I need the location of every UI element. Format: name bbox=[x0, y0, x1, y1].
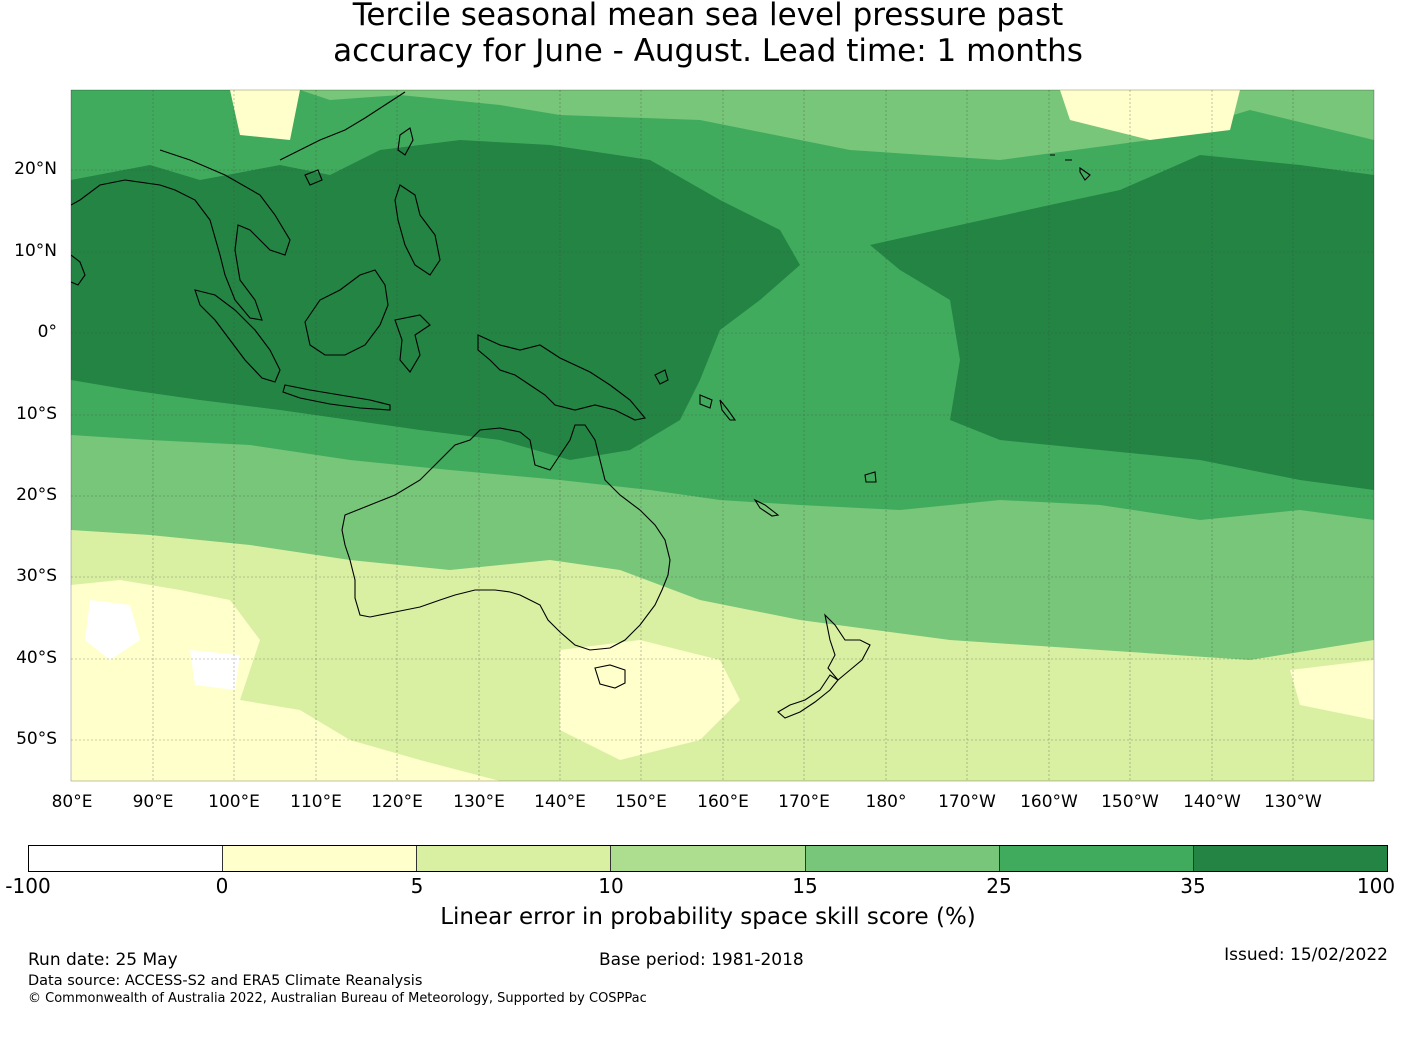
lat-label-10s: 10°S bbox=[16, 404, 57, 424]
band-negative-south bbox=[85, 600, 140, 660]
chart-title-line2: accuracy for June - August. Lead time: 1… bbox=[333, 33, 1083, 69]
lon-label-150e: 150°E bbox=[615, 792, 667, 812]
colorbar-tick-neg100: -100 bbox=[5, 874, 51, 898]
colorbar-tick-0: 0 bbox=[215, 874, 229, 898]
coastline-tasmania bbox=[594, 664, 626, 689]
colorbar-tick-5: 5 bbox=[410, 874, 424, 898]
lat-label-30s: 30°S bbox=[16, 566, 57, 586]
coastline-hawaii bbox=[1050, 154, 1091, 181]
band-35-100-east bbox=[870, 155, 1374, 490]
band-negative-south2 bbox=[190, 650, 240, 690]
coastline-philippines bbox=[394, 184, 441, 276]
coastline-sumatra bbox=[194, 289, 281, 383]
lon-label-110e: 110°E bbox=[290, 792, 342, 812]
coastline-sulawesi bbox=[394, 314, 431, 373]
coastline-new-zealand-north bbox=[824, 613, 871, 681]
colorbar-tick-35: 35 bbox=[1180, 874, 1206, 898]
lon-label-140e: 140°E bbox=[534, 792, 586, 812]
coastline-new-zealand-south bbox=[777, 674, 839, 719]
lon-label-170w: 170°W bbox=[938, 792, 996, 812]
coastline-china bbox=[279, 91, 406, 161]
lat-label-40s: 40°S bbox=[16, 648, 57, 668]
lon-label-90e: 90°E bbox=[132, 792, 174, 812]
gridlines bbox=[71, 90, 1374, 781]
lon-label-80e: 80°E bbox=[51, 792, 93, 812]
skill-score-map bbox=[70, 89, 1375, 782]
coastline-borneo bbox=[304, 269, 389, 356]
colorbar-segment-0-5 bbox=[223, 846, 418, 871]
coastline-australia bbox=[341, 424, 671, 651]
lon-label-130w: 130°W bbox=[1264, 792, 1322, 812]
band-0-5-northeast bbox=[1060, 90, 1240, 140]
coastline-taiwan bbox=[397, 127, 414, 156]
band-35-100-west bbox=[71, 140, 800, 460]
colorbar-label: Linear error in probability space skill … bbox=[440, 904, 976, 930]
colorbar bbox=[28, 845, 1388, 872]
band-0-5-south bbox=[71, 580, 500, 781]
data-source: Data source: ACCESS-S2 and ERA5 Climate … bbox=[28, 973, 423, 989]
colorbar-tick-15: 15 bbox=[792, 874, 818, 898]
lat-label-20n: 20°N bbox=[14, 159, 57, 179]
band-0-5-tasman bbox=[560, 640, 740, 760]
colorbar-segment-10-15 bbox=[611, 846, 806, 871]
coastline-vanuatu bbox=[719, 399, 737, 421]
colorbar-segment-neg100-0 bbox=[29, 846, 224, 871]
run-date: Run date: 25 May bbox=[28, 950, 178, 970]
coastline-new-caledonia bbox=[753, 498, 780, 517]
coastline-new-guinea bbox=[477, 334, 647, 421]
lon-label-150w: 150°W bbox=[1101, 792, 1159, 812]
lon-label-170e: 170°E bbox=[778, 792, 830, 812]
lon-label-130e: 130°E bbox=[453, 792, 505, 812]
lon-label-180: 180° bbox=[865, 792, 907, 812]
lon-label-100e: 100°E bbox=[208, 792, 260, 812]
coastline-java bbox=[282, 384, 391, 411]
copyright: © Commonwealth of Australia 2022, Austra… bbox=[28, 991, 647, 1006]
band-0-5-southeast bbox=[1290, 660, 1374, 720]
coastline-sri-lanka bbox=[71, 254, 86, 286]
colorbar-tick-100: 100 bbox=[1356, 874, 1396, 898]
issued-date: Issued: 15/02/2022 bbox=[1224, 945, 1388, 965]
coastline-fiji bbox=[864, 471, 877, 483]
lat-label-20s: 20°S bbox=[16, 485, 57, 505]
chart-title-line1: Tercile seasonal mean sea level pressure… bbox=[352, 0, 1064, 33]
lat-label-50s: 50°S bbox=[16, 729, 57, 749]
colorbar-segment-35-100 bbox=[1193, 846, 1387, 871]
lon-label-140w: 140°W bbox=[1183, 792, 1241, 812]
coastline-indochina bbox=[71, 149, 291, 321]
coastline-solomons bbox=[654, 369, 713, 409]
coastlines bbox=[71, 91, 1091, 719]
band-0-5-north bbox=[230, 90, 300, 140]
base-period: Base period: 1981-2018 bbox=[599, 950, 804, 970]
lon-label-160e: 160°E bbox=[697, 792, 749, 812]
colorbar-tick-25: 25 bbox=[986, 874, 1012, 898]
lon-label-120e: 120°E bbox=[371, 792, 423, 812]
map-frame bbox=[70, 89, 1375, 782]
coastline-hainan bbox=[304, 169, 323, 186]
colorbar-tick-10: 10 bbox=[598, 874, 624, 898]
colorbar-segment-25-35 bbox=[999, 846, 1194, 871]
colorbar-segment-15-25 bbox=[805, 846, 1000, 871]
colorbar-segment-5-10 bbox=[417, 846, 612, 871]
lat-label-0: 0° bbox=[37, 322, 57, 342]
lat-label-10n: 10°N bbox=[14, 241, 57, 261]
lon-label-160w: 160°W bbox=[1020, 792, 1078, 812]
